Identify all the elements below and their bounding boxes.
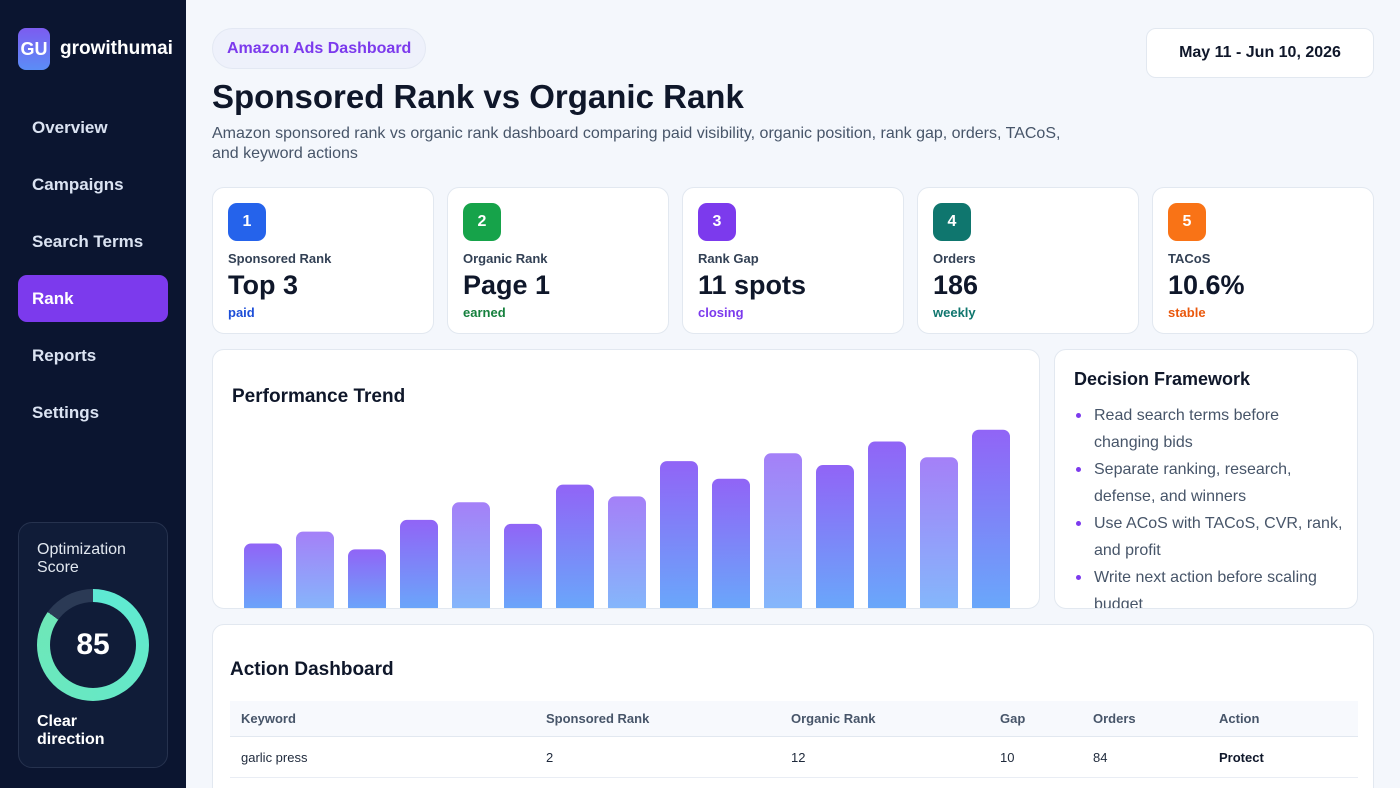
page-subtitle: Amazon sponsored rank vs organic rank da…	[212, 125, 1061, 162]
kpi-value: 11 spots	[698, 270, 807, 300]
chart-bar[interactable]	[400, 519, 438, 609]
kpi-label: Rank Gap	[698, 251, 759, 266]
performance-trend-chart	[244, 429, 1010, 609]
chart-bar[interactable]	[556, 484, 594, 609]
date-range-picker[interactable]: May 11 - Jun 10, 2026	[1146, 28, 1374, 78]
decision-framework-card: Decision Framework Read search terms bef…	[1054, 349, 1358, 609]
kpi-label: Sponsored Rank	[228, 251, 332, 266]
chart-bar[interactable]	[452, 502, 490, 609]
kpi-note: closing	[698, 305, 744, 320]
chart-bar[interactable]	[608, 496, 646, 609]
cell-gap: 10	[1000, 749, 1015, 765]
page-title: Sponsored Rank vs Organic Rank	[212, 78, 744, 115]
column-header-organic-rank[interactable]: Organic Rank	[791, 711, 876, 726]
chart-bar[interactable]	[348, 549, 386, 609]
kpi-label: TACoS	[1168, 251, 1211, 266]
chart-bar[interactable]	[920, 457, 958, 609]
chart-bar[interactable]	[764, 453, 802, 609]
chart-bar[interactable]	[660, 461, 698, 609]
kpi-value: Top 3	[228, 270, 298, 300]
brand[interactable]: GU growithumai	[18, 28, 173, 70]
kpi-note: stable	[1168, 305, 1206, 320]
score-label: Clear direction	[37, 713, 105, 748]
kpi-note: earned	[463, 305, 506, 320]
optimization-score-card: Optimization Score 85 Clear direction	[18, 522, 168, 768]
kpi-number-badge: 1	[228, 203, 266, 241]
score-value: 85	[50, 602, 136, 688]
table-row[interactable]: garlic press 2 12 10 84 Protect	[230, 737, 1358, 778]
kpi-card-orders: 4 Orders 186 weekly	[917, 187, 1139, 334]
cell-sponsored-rank: 2	[546, 749, 554, 765]
score-title: Optimization Score	[37, 541, 126, 576]
cell-orders: 84	[1093, 749, 1108, 765]
list-item: Separate ranking, research, defense, and…	[1076, 456, 1344, 510]
decision-title: Decision Framework	[1074, 369, 1251, 389]
performance-trend-card: Performance Trend	[212, 349, 1040, 609]
action-table: Keyword Sponsored Rank Organic Rank Gap …	[230, 701, 1358, 778]
chart-bar[interactable]	[244, 543, 282, 609]
sidebar-item-reports[interactable]: Reports	[32, 345, 97, 365]
kpi-label: Orders	[933, 251, 976, 266]
brand-name: growithumai	[60, 38, 173, 59]
sidebar: GU growithumai Overview Campaigns Search…	[0, 0, 186, 788]
kpi-value: Page 1	[463, 270, 551, 300]
action-dashboard-card: Action Dashboard Keyword Sponsored Rank …	[212, 624, 1374, 788]
kpi-value: 186	[933, 270, 979, 300]
kpi-card-sponsored-rank: 1 Sponsored Rank Top 3 paid	[212, 187, 434, 334]
kpi-card-tacos: 5 TACoS 10.6% stable	[1152, 187, 1374, 334]
chart-bar[interactable]	[816, 465, 854, 609]
kpi-card-rank-gap: 3 Rank Gap 11 spots closing	[682, 187, 904, 334]
dashboard-pill[interactable]: Amazon Ads Dashboard	[212, 28, 427, 69]
sidebar-nav: Overview Campaigns Search Terms Rank Rep…	[18, 104, 168, 446]
kpi-note: paid	[228, 305, 255, 320]
kpi-note: weekly	[933, 305, 976, 320]
kpi-number-badge: 4	[933, 203, 971, 241]
sidebar-item-campaigns[interactable]: Campaigns	[32, 174, 124, 194]
chart-bar[interactable]	[296, 531, 334, 609]
column-header-orders[interactable]: Orders	[1093, 711, 1136, 726]
decision-list: Read search terms before changing bids S…	[1076, 402, 1344, 608]
column-header-action[interactable]: Action	[1219, 711, 1260, 726]
chart-title: Performance Trend	[232, 386, 406, 407]
kpi-number-badge: 5	[1168, 203, 1206, 241]
sidebar-item-search-terms[interactable]: Search Terms	[32, 231, 144, 251]
column-header-gap[interactable]: Gap	[1000, 711, 1026, 726]
sidebar-item-settings[interactable]: Settings	[32, 402, 100, 422]
chart-bar[interactable]	[504, 523, 542, 609]
chart-bar[interactable]	[868, 441, 906, 609]
column-header-sponsored-rank[interactable]: Sponsored Rank	[546, 711, 650, 726]
chart-bar[interactable]	[972, 429, 1010, 609]
column-header-keyword[interactable]: Keyword	[241, 711, 296, 726]
kpi-card-organic-rank: 2 Organic Rank Page 1 earned	[447, 187, 669, 334]
sidebar-item-rank[interactable]: Rank	[18, 275, 168, 322]
kpi-label: Organic Rank	[463, 251, 548, 266]
kpi-value: 10.6%	[1168, 270, 1245, 300]
kpi-number-badge: 2	[463, 203, 501, 241]
list-item: Read search terms before changing bids	[1076, 402, 1344, 456]
brand-logo: GU	[18, 28, 50, 70]
cell-organic-rank: 12	[791, 749, 806, 765]
kpi-number-badge: 3	[698, 203, 736, 241]
table-header: Keyword Sponsored Rank Organic Rank Gap …	[230, 701, 1358, 737]
action-dashboard-title: Action Dashboard	[230, 659, 394, 680]
list-item: Write next action before scaling budget	[1076, 564, 1344, 608]
chart-bar[interactable]	[712, 478, 750, 609]
cell-keyword: garlic press	[241, 749, 308, 765]
cell-action[interactable]: Protect	[1219, 749, 1264, 765]
list-item: Use ACoS with TACoS, CVR, rank, and prof…	[1076, 510, 1344, 564]
score-ring: 85	[37, 589, 149, 701]
sidebar-item-overview[interactable]: Overview	[32, 117, 108, 137]
